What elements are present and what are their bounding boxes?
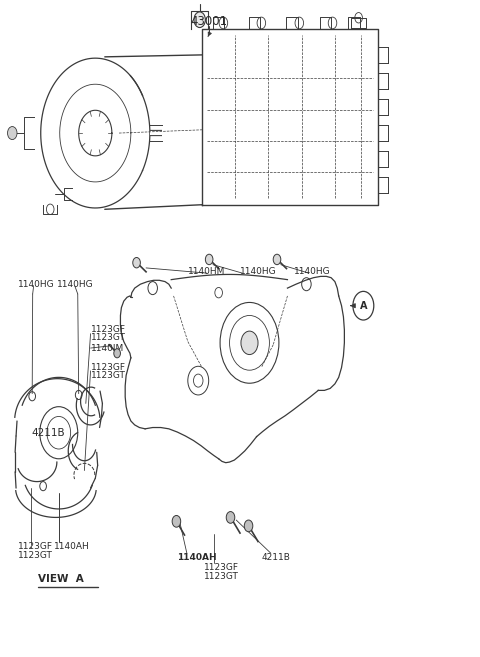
Text: 1140AH: 1140AH [178, 553, 217, 562]
Text: 1123GT: 1123GT [91, 371, 125, 380]
Text: 4211B: 4211B [261, 553, 290, 562]
Text: 1140AH: 1140AH [54, 542, 90, 551]
Text: 1123GT: 1123GT [204, 572, 240, 581]
Text: A: A [360, 301, 367, 311]
Text: 1140HM: 1140HM [188, 267, 225, 277]
Text: 1123GF: 1123GF [18, 542, 53, 551]
Circle shape [133, 258, 140, 268]
Circle shape [205, 254, 213, 265]
Text: 4211B: 4211B [31, 428, 65, 438]
Text: 1140HG: 1140HG [240, 267, 276, 277]
Circle shape [273, 254, 281, 265]
Circle shape [226, 512, 235, 523]
Circle shape [241, 331, 258, 355]
Circle shape [114, 349, 120, 358]
Circle shape [8, 127, 17, 139]
Text: 43001: 43001 [191, 14, 228, 28]
Text: 1123GT: 1123GT [91, 333, 125, 342]
Circle shape [172, 516, 180, 527]
Text: 1140HG: 1140HG [18, 280, 55, 288]
Text: VIEW  A: VIEW A [38, 574, 84, 584]
Circle shape [244, 520, 253, 532]
Circle shape [194, 12, 205, 28]
Text: 1140HG: 1140HG [57, 280, 94, 288]
Text: 1140HG: 1140HG [294, 267, 331, 277]
Text: 1123GF: 1123GF [91, 325, 126, 334]
Text: 1123GT: 1123GT [18, 551, 53, 560]
Text: 1123GF: 1123GF [91, 363, 126, 372]
Text: 1140IM: 1140IM [91, 344, 124, 353]
Text: 1123GF: 1123GF [204, 563, 240, 572]
